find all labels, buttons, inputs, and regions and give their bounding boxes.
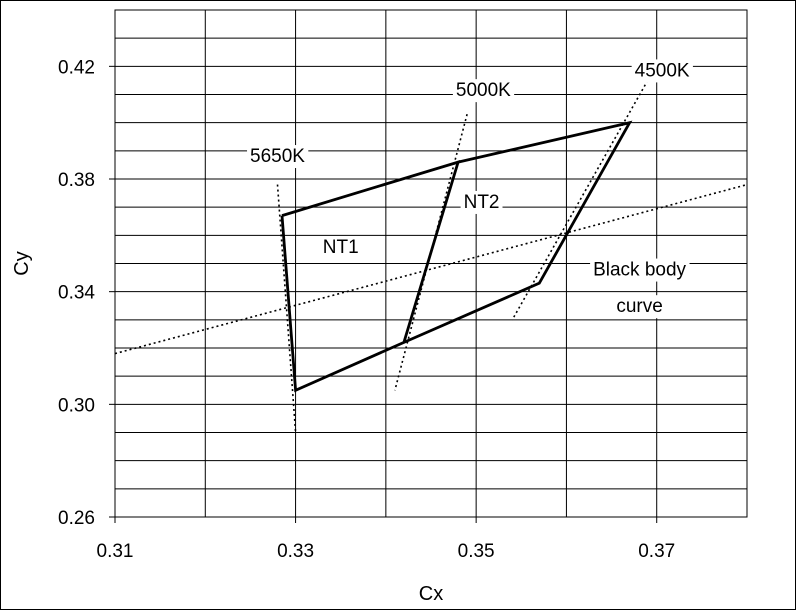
y-tick-label: 0.34 [58,283,95,304]
label-5000k-text: 5000K [456,80,511,101]
label-nt2-background [460,190,503,214]
series-nt1 [280,160,461,393]
label-5650k-text: 5650K [250,146,305,167]
label-black-body-background [590,258,690,282]
label-nt1-background [319,236,362,260]
label-curve-background [613,295,666,319]
label-nt1: NT1 [319,236,362,260]
label-4500k: 4500K [631,59,693,83]
grid [115,10,747,517]
axis-ticks: 0.31 0.33 0.35 0.37 0.26 0.30 0.34 0.38 0.42 [58,57,675,562]
x-tick-label: 0.35 [458,541,495,562]
annotations: 5650K 5000K 4500K NT1 NT2 Black body curve [247,59,693,319]
series-black-body [114,183,748,355]
plot-area [114,9,748,518]
series-isotherm-5650 [276,184,297,433]
y-axis-label: Cy [11,251,33,275]
x-tick-label: 0.31 [97,541,134,562]
label-black-body-text: Black body [593,260,686,281]
x-tick-label: 0.37 [638,541,675,562]
series-isotherm-4500 [511,80,649,321]
x-axis-label: Cx [419,583,443,605]
label-nt1-text: NT1 [323,237,359,258]
label-5000k-background [452,79,515,103]
label-black-body: Black body [590,258,690,282]
series-nt2 [403,120,633,344]
label-4500k-background [631,59,693,83]
label-5650k: 5650K [247,145,309,169]
label-nt2-text: NT2 [464,192,500,213]
label-5650k-background [247,145,309,169]
y-tick-label: 0.26 [58,508,95,529]
label-curve: curve [613,295,666,319]
label-4500k-text: 4500K [635,60,690,81]
y-tick-label: 0.42 [58,57,95,78]
y-tick-label: 0.30 [58,395,95,416]
y-tick-label: 0.38 [58,170,95,191]
label-5000k: 5000K [452,79,515,103]
label-curve-text: curve [616,296,662,317]
label-nt2: NT2 [460,190,503,214]
x-tick-label: 0.33 [277,541,314,562]
series-group [114,80,748,433]
